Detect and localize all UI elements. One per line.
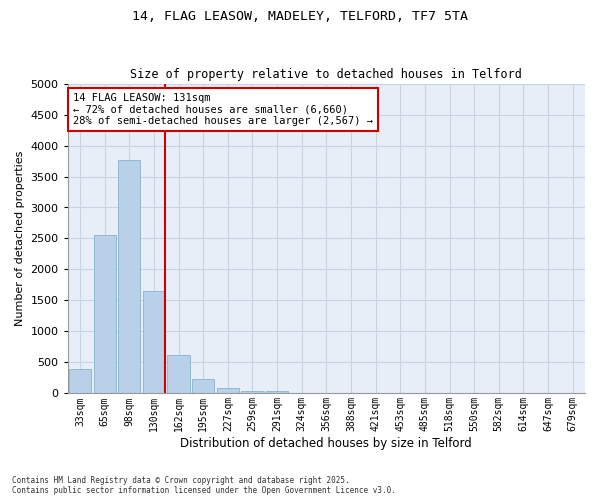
Bar bbox=[94, 236, 116, 394]
Title: Size of property relative to detached houses in Telford: Size of property relative to detached ho… bbox=[130, 68, 522, 81]
Bar bbox=[266, 390, 288, 394]
Bar bbox=[143, 291, 165, 394]
Text: Contains HM Land Registry data © Crown copyright and database right 2025.
Contai: Contains HM Land Registry data © Crown c… bbox=[12, 476, 396, 495]
Bar bbox=[69, 369, 91, 394]
Y-axis label: Number of detached properties: Number of detached properties bbox=[15, 151, 25, 326]
Bar bbox=[217, 388, 239, 394]
Bar bbox=[192, 378, 214, 394]
X-axis label: Distribution of detached houses by size in Telford: Distribution of detached houses by size … bbox=[181, 437, 472, 450]
Bar bbox=[167, 355, 190, 394]
Text: 14, FLAG LEASOW, MADELEY, TELFORD, TF7 5TA: 14, FLAG LEASOW, MADELEY, TELFORD, TF7 5… bbox=[132, 10, 468, 23]
Text: 14 FLAG LEASOW: 131sqm
← 72% of detached houses are smaller (6,660)
28% of semi-: 14 FLAG LEASOW: 131sqm ← 72% of detached… bbox=[73, 93, 373, 126]
Bar bbox=[241, 390, 263, 394]
Bar bbox=[118, 160, 140, 394]
